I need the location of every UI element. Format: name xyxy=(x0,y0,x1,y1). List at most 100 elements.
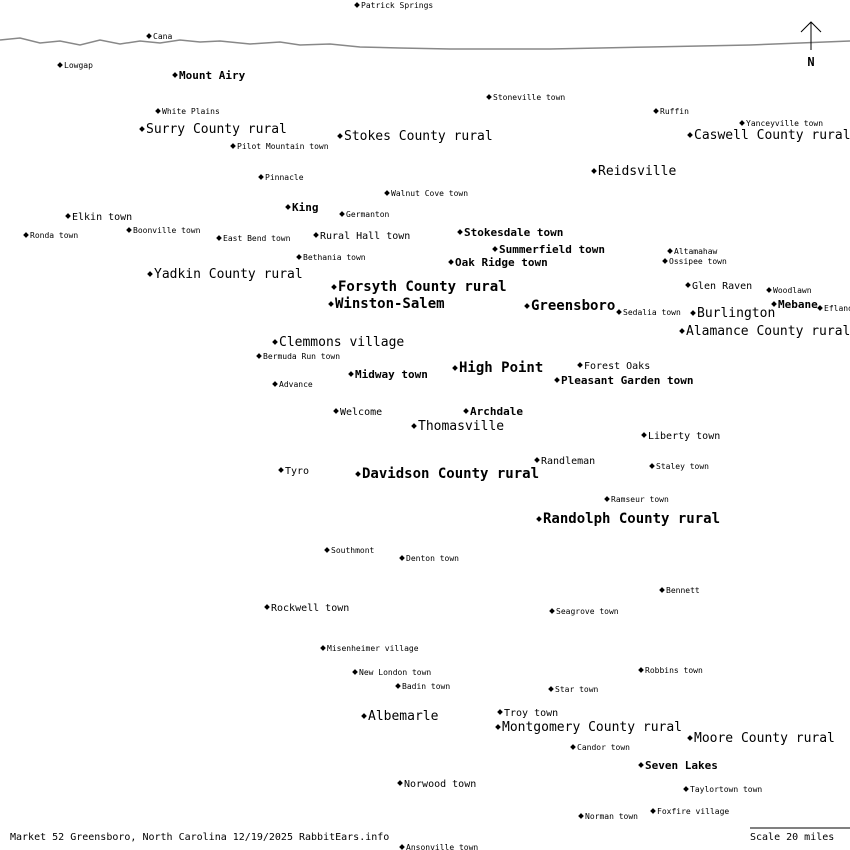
place-label: Randolph County rural xyxy=(543,511,720,527)
place: King xyxy=(285,201,319,214)
place: Seven Lakes xyxy=(638,759,718,772)
place: Sedalia town xyxy=(616,308,681,317)
place-label: Bennett xyxy=(666,586,700,595)
place-label: Summerfield town xyxy=(499,243,605,256)
place-label: Pinnacle xyxy=(265,173,304,182)
place-dot xyxy=(570,744,576,750)
place-dot xyxy=(278,467,284,473)
place: Lowgap xyxy=(57,61,93,70)
place: Seagrove town xyxy=(549,607,619,616)
place-dot xyxy=(324,547,330,553)
place-dot xyxy=(650,808,656,814)
place: Welcome xyxy=(333,407,382,418)
place: Pinnacle xyxy=(258,173,304,182)
place-dot xyxy=(679,328,685,334)
place: High Point xyxy=(452,360,543,376)
place-label: White Plains xyxy=(162,107,220,116)
place: Liberty town xyxy=(641,431,720,442)
place-dot xyxy=(457,229,463,235)
place: Forest Oaks xyxy=(577,361,650,372)
place-dot xyxy=(659,587,665,593)
place-label: Walnut Cove town xyxy=(391,189,468,198)
place-dot xyxy=(687,132,693,138)
place-label: Randleman xyxy=(541,456,595,467)
place: Reidsville xyxy=(591,164,676,179)
place-label: Ruffin xyxy=(660,107,689,116)
place: Stokesdale town xyxy=(457,226,563,239)
place-label: Pleasant Garden town xyxy=(561,374,693,387)
place-label: Badin town xyxy=(402,682,450,691)
place-label: Elkin town xyxy=(72,212,132,223)
place-label: Davidson County rural xyxy=(362,466,539,482)
place-label: Southmont xyxy=(331,546,375,555)
place-dot xyxy=(486,94,492,100)
place-label: Archdale xyxy=(470,405,523,418)
place: Foxfire village xyxy=(650,807,729,816)
place: Archdale xyxy=(463,405,523,418)
place: Bennett xyxy=(659,586,700,595)
place-label: Rural Hall town xyxy=(320,231,410,242)
place-dot xyxy=(685,282,691,288)
place-dot xyxy=(524,303,530,309)
place: Pilot Mountain town xyxy=(230,142,329,151)
place-label: Taylortown town xyxy=(690,785,762,794)
place: Misenheimer village xyxy=(320,644,419,653)
place-label: Stokes County rural xyxy=(344,129,493,144)
place-label: Candor town xyxy=(577,743,630,752)
place-dot xyxy=(172,72,178,78)
place: Norman town xyxy=(578,812,638,821)
place-label: Thomasville xyxy=(418,419,504,434)
place: Ossipee town xyxy=(662,257,727,266)
north-label: N xyxy=(807,55,814,69)
place-label: Pilot Mountain town xyxy=(237,142,329,151)
place: Caswell County rural xyxy=(687,128,850,143)
place: Forsyth County rural xyxy=(331,279,507,295)
place: Boonville town xyxy=(126,226,201,235)
place-dot xyxy=(258,174,264,180)
place-label: Moore County rural xyxy=(694,731,835,746)
place-label: High Point xyxy=(459,360,543,376)
place-dot xyxy=(57,62,63,68)
place-dot xyxy=(739,120,745,126)
place-dot xyxy=(687,735,693,741)
place-dot xyxy=(690,310,696,316)
place: Taylortown town xyxy=(683,785,762,794)
place: Staley town xyxy=(649,462,709,471)
place-label: Foxfire village xyxy=(657,807,729,816)
place-dot xyxy=(264,604,270,610)
place-label: Tyro xyxy=(285,466,309,477)
place-label: Woodlawn xyxy=(773,286,812,295)
place-label: Montgomery County rural xyxy=(502,720,682,735)
place: Stoneville town xyxy=(486,93,565,102)
scale-label: Scale 20 miles xyxy=(750,832,834,843)
place-dot xyxy=(399,555,405,561)
place: Walnut Cove town xyxy=(384,189,468,198)
place: Winston-Salem xyxy=(328,296,445,312)
place-dot xyxy=(328,301,334,307)
place-label: Stoneville town xyxy=(493,93,565,102)
place-label: Mebane xyxy=(778,298,818,311)
caption: Market 52 Greensboro, North Carolina 12/… xyxy=(10,832,389,843)
place-dot xyxy=(817,305,823,311)
place-label: Germanton xyxy=(346,210,390,219)
place-label: Robbins town xyxy=(645,666,703,675)
place-dot xyxy=(352,669,358,675)
place: Altamahaw xyxy=(667,247,718,256)
place-label: New London town xyxy=(359,668,431,677)
place-dot xyxy=(272,381,278,387)
place-label: Misenheimer village xyxy=(327,644,419,653)
place-dot xyxy=(662,258,668,264)
place-dot xyxy=(139,126,145,132)
place-label: Ramseur town xyxy=(611,495,669,504)
place: Star town xyxy=(548,685,599,694)
place: Randleman xyxy=(534,456,595,467)
place-label: Caswell County rural xyxy=(694,128,850,143)
north-arrow: N xyxy=(800,21,822,69)
place-dot xyxy=(337,133,343,139)
place-dot xyxy=(497,709,503,715)
place-label: Surry County rural xyxy=(146,122,287,137)
place-dot xyxy=(653,108,659,114)
place: Ronda town xyxy=(23,231,78,240)
place-label: Burlington xyxy=(697,306,775,321)
place-label: Albemarle xyxy=(368,709,439,724)
